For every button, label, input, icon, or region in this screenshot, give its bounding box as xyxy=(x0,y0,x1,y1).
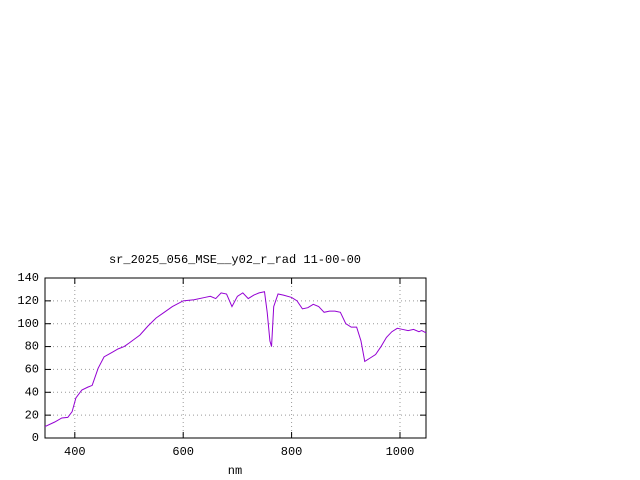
x-tick-label: 800 xyxy=(281,445,303,459)
data-line xyxy=(44,291,427,428)
y-tick-label: 140 xyxy=(17,271,39,285)
y-tick-label: 40 xyxy=(25,385,39,399)
x-tick-label: 600 xyxy=(172,445,194,459)
x-tick-label: 400 xyxy=(64,445,86,459)
y-tick-label: 120 xyxy=(17,294,39,308)
chart-title: sr_2025_056_MSE__y02_r_rad 11-00-00 xyxy=(109,253,361,267)
y-tick-label: 80 xyxy=(25,340,39,354)
y-tick-label: 100 xyxy=(17,317,39,331)
x-tick-label: 1000 xyxy=(386,445,415,459)
y-tick-label: 60 xyxy=(25,363,39,377)
x-axis-label: nm xyxy=(228,464,242,478)
y-tick-label: 20 xyxy=(25,408,39,422)
plot-border xyxy=(44,277,427,439)
y-tick-label: 0 xyxy=(32,431,39,445)
